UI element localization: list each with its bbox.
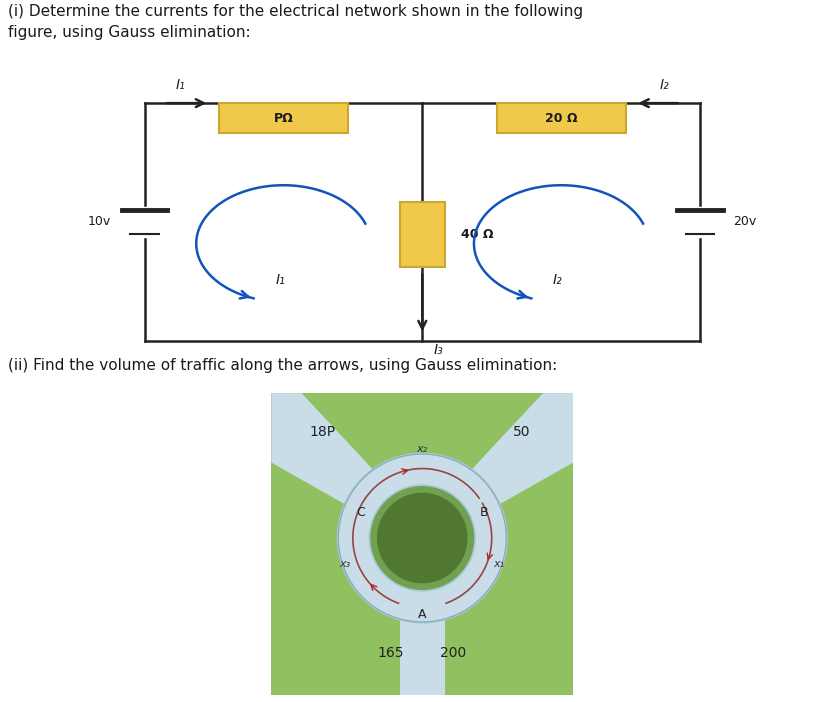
Text: 20v: 20v bbox=[733, 216, 756, 228]
Polygon shape bbox=[271, 393, 385, 514]
Text: 40 Ω: 40 Ω bbox=[461, 228, 493, 241]
Text: 10v: 10v bbox=[88, 216, 111, 228]
Text: I₂: I₂ bbox=[552, 273, 562, 287]
Text: I₃: I₃ bbox=[433, 343, 442, 357]
Text: (i) Determine the currents for the electrical network shown in the following
fig: (i) Determine the currents for the elect… bbox=[8, 4, 583, 39]
Text: 20 Ω: 20 Ω bbox=[544, 112, 576, 125]
Text: PΩ: PΩ bbox=[273, 112, 293, 125]
FancyBboxPatch shape bbox=[496, 103, 625, 133]
Circle shape bbox=[376, 493, 467, 583]
Circle shape bbox=[369, 485, 475, 591]
FancyBboxPatch shape bbox=[218, 103, 347, 133]
Polygon shape bbox=[399, 614, 444, 695]
Text: x₂: x₂ bbox=[416, 444, 428, 454]
Text: x₁: x₁ bbox=[493, 559, 504, 569]
Text: x₃: x₃ bbox=[339, 559, 351, 569]
Text: I₁: I₁ bbox=[175, 79, 184, 93]
Text: 50: 50 bbox=[513, 425, 530, 439]
Text: (ii) Find the volume of traffic along the arrows, using Gauss elimination:: (ii) Find the volume of traffic along th… bbox=[8, 358, 557, 373]
Text: I₂: I₂ bbox=[659, 79, 668, 93]
Text: C: C bbox=[356, 506, 365, 519]
Circle shape bbox=[337, 453, 506, 623]
Text: 200: 200 bbox=[440, 646, 466, 660]
Text: A: A bbox=[418, 609, 426, 621]
Polygon shape bbox=[271, 393, 572, 695]
FancyBboxPatch shape bbox=[399, 202, 444, 267]
Text: B: B bbox=[480, 506, 488, 519]
Text: I₁: I₁ bbox=[275, 273, 284, 287]
Text: 165: 165 bbox=[377, 646, 404, 660]
Text: 18P: 18P bbox=[309, 425, 335, 439]
Polygon shape bbox=[458, 393, 572, 514]
